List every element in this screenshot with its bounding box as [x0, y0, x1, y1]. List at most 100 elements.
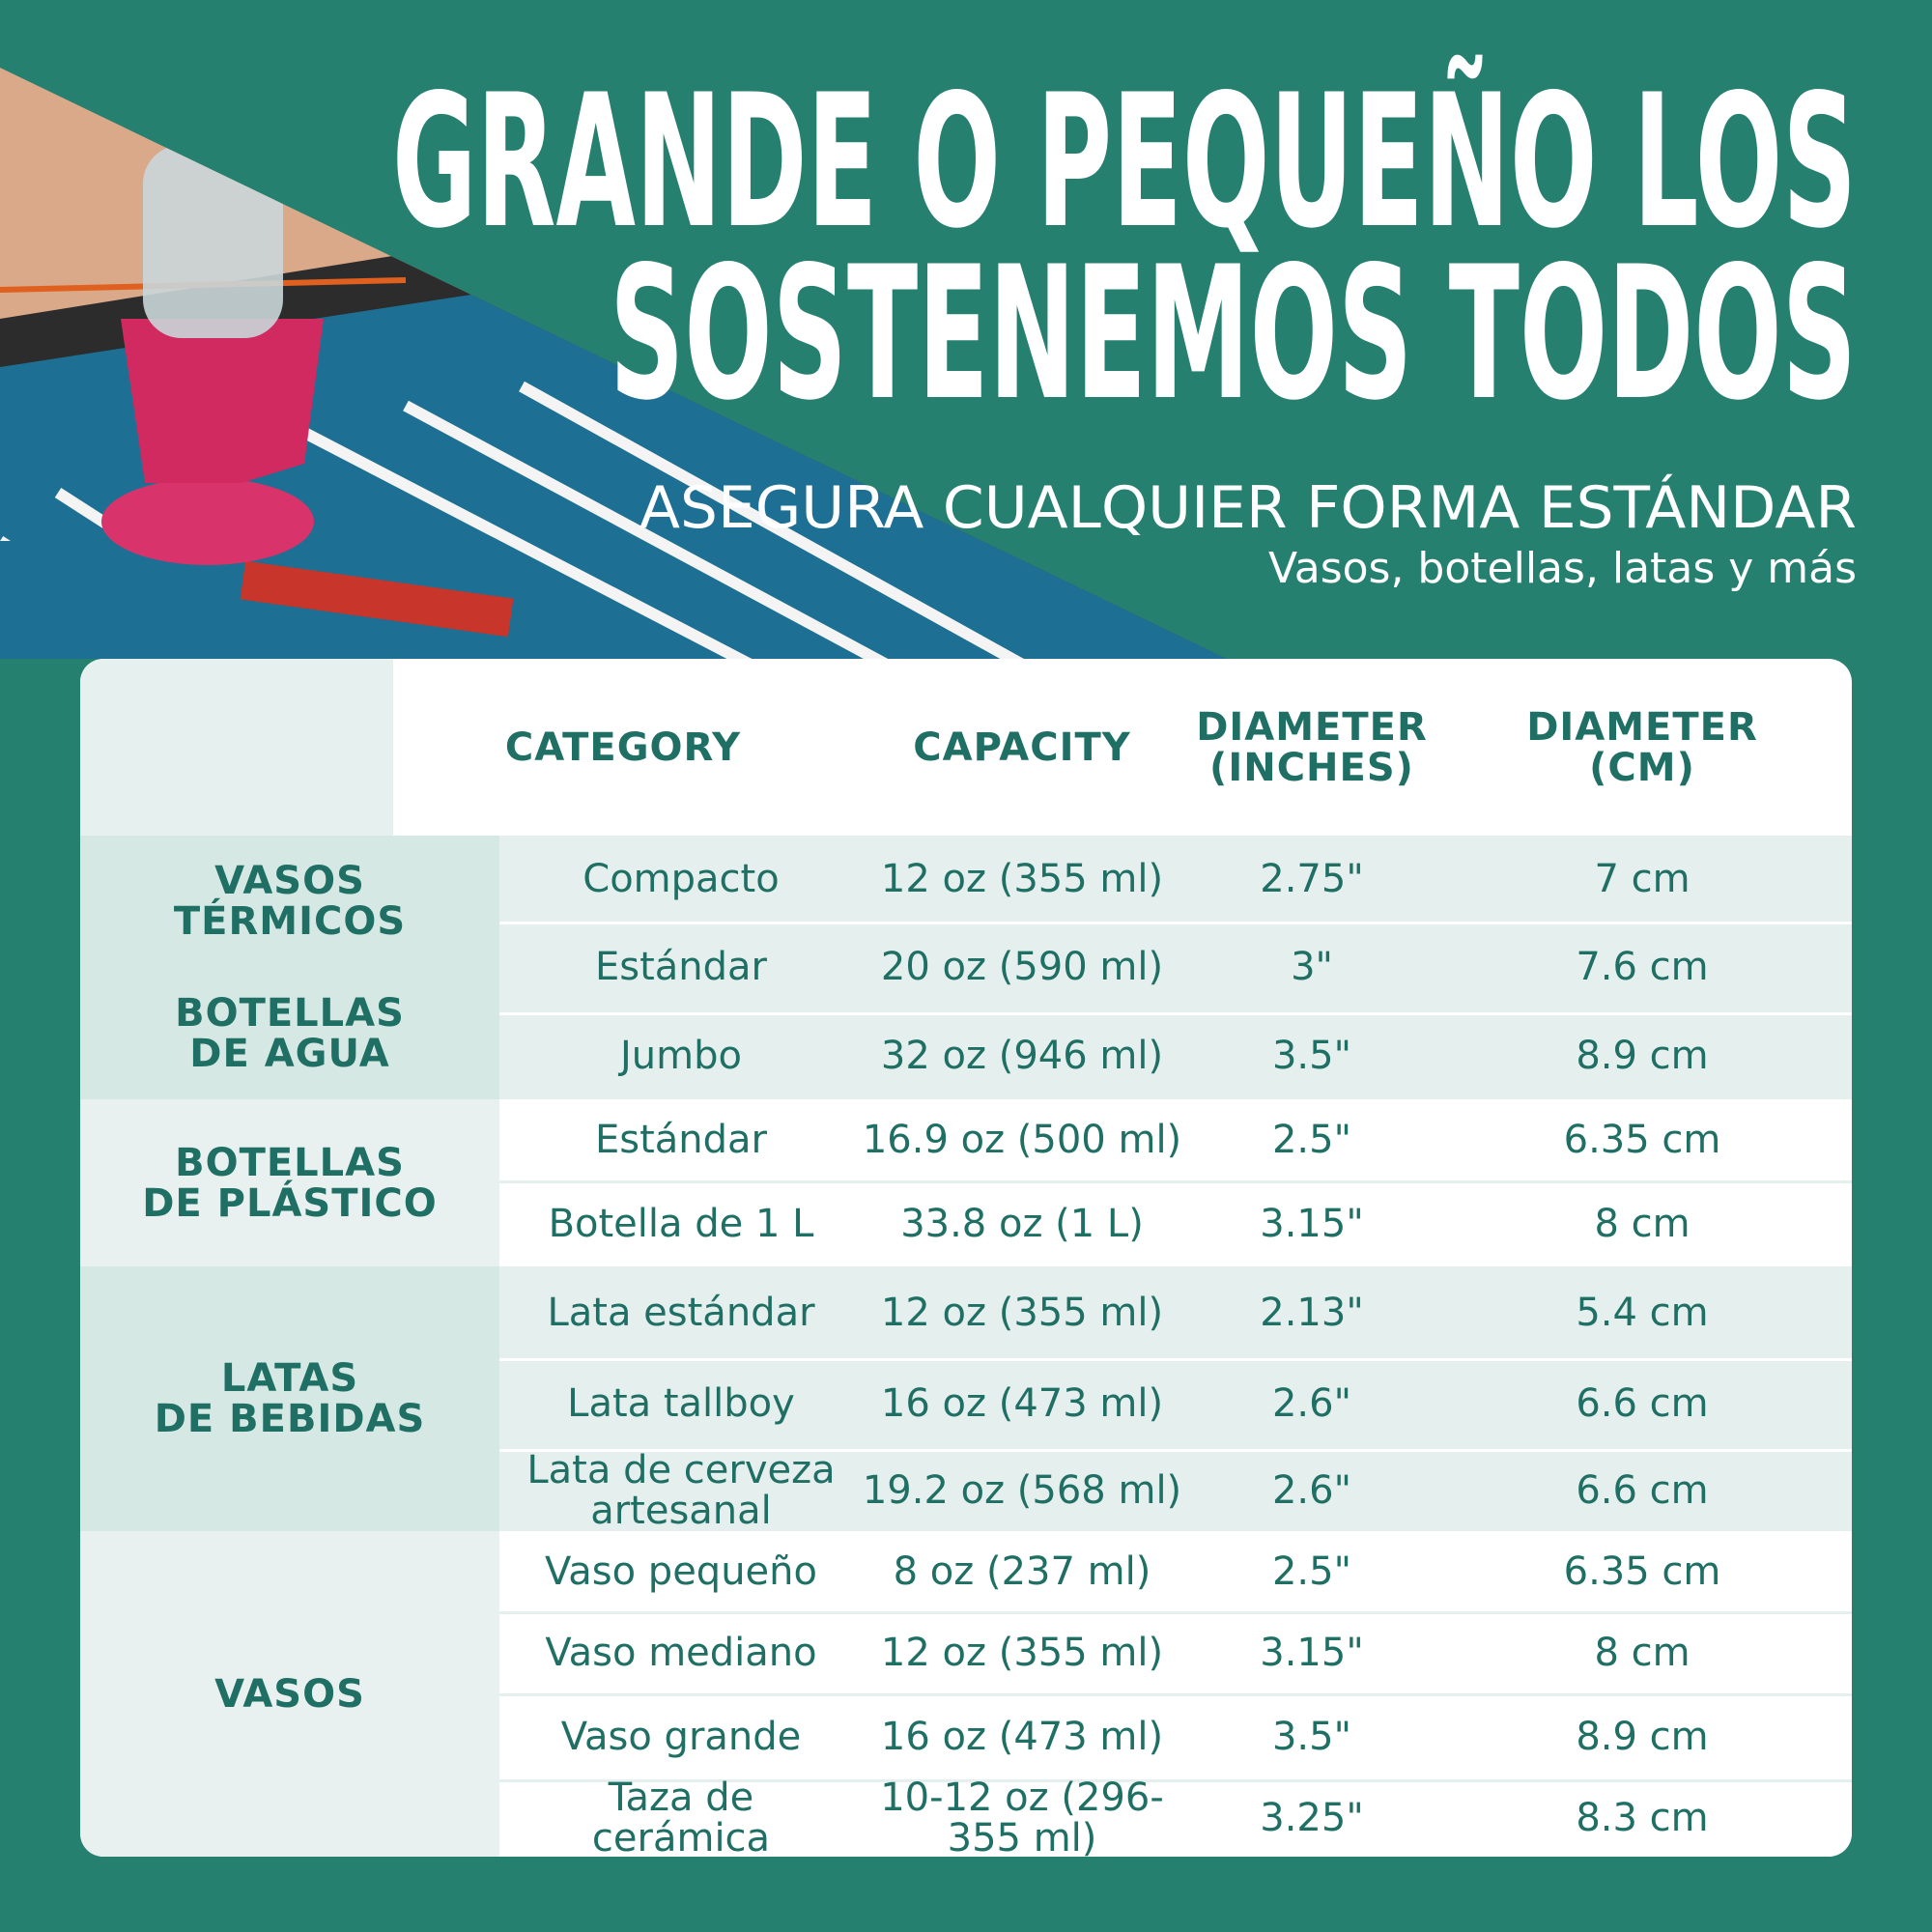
- table: CATEGORY CAPACITY DIAMETER (INCHES) DIAMETER…: [80, 659, 1852, 1857]
- text: 8.9 cm: [1576, 1714, 1709, 1759]
- text: BOTELLAS: [175, 1140, 405, 1185]
- table-cell: Vaso grande: [499, 1693, 863, 1779]
- text: Botella de 1 L: [548, 1201, 814, 1246]
- table-cell: 33.8 oz (1 L): [853, 1180, 1191, 1266]
- row-bg: [499, 1266, 1852, 1358]
- column-header: DIAMETER (INCHES): [1191, 659, 1433, 836]
- table-cell: 7.6 cm: [1433, 922, 1852, 1012]
- table-cell: 12 oz (355 ml): [853, 1266, 1191, 1358]
- text: Jumbo: [620, 1034, 742, 1078]
- text: Lata estándar: [547, 1290, 815, 1335]
- table-cell: 20 oz (590 ml): [853, 922, 1191, 1012]
- table-cell: 3.15": [1191, 1611, 1433, 1693]
- table-cell: Lata tallboy: [499, 1358, 863, 1449]
- group-label: BOTELLAS DE AGUA: [80, 968, 499, 1100]
- group-label: BOTELLAS DE PLÁSTICO: [80, 1099, 499, 1266]
- table-cell: 3": [1191, 922, 1433, 1012]
- table-cell: 3.5": [1191, 1012, 1433, 1099]
- text: 3.5": [1271, 1714, 1351, 1759]
- table-cell: 16 oz (473 ml): [853, 1358, 1191, 1449]
- table-cell: Jumbo: [499, 1012, 863, 1099]
- text: 20 oz (590 ml): [880, 945, 1164, 989]
- text: 5.4 cm: [1576, 1290, 1709, 1335]
- column-header: DIAMETER (CM): [1433, 659, 1852, 836]
- table-cell: 8.3 cm: [1433, 1779, 1852, 1857]
- text: DE PLÁSTICO: [142, 1180, 438, 1226]
- text: 6.35 cm: [1563, 1118, 1721, 1162]
- text: 3": [1291, 945, 1333, 989]
- text: DIAMETER: [1526, 704, 1758, 750]
- table-cell: Botella de 1 L: [499, 1180, 863, 1266]
- text: 2.13": [1260, 1290, 1364, 1335]
- table-cell: 6.6 cm: [1433, 1449, 1852, 1531]
- table-cell: 12 oz (355 ml): [853, 836, 1191, 922]
- text: 3.15": [1260, 1630, 1364, 1675]
- column-header: CAPACITY: [853, 659, 1191, 836]
- table-cell: Estándar: [499, 922, 863, 1012]
- text: DIAMETER: [1196, 704, 1428, 750]
- text: Lata tallboy: [567, 1381, 795, 1426]
- table-cell: 16.9 oz (500 ml): [853, 1099, 1191, 1180]
- text: 33.8 oz (1 L): [900, 1201, 1144, 1246]
- text: 12 oz (355 ml): [880, 1630, 1164, 1675]
- title-line: GRANDE O PEQUEÑO LOS: [392, 54, 1857, 269]
- text: 6.6 cm: [1576, 1467, 1709, 1513]
- table-cell: Estándar: [499, 1099, 863, 1180]
- table-cell: Lata estándar: [499, 1266, 863, 1358]
- group-label-bg: [80, 1266, 499, 1531]
- text: 8.9 cm: [1576, 1034, 1709, 1078]
- table-cell: Taza de cerámica: [499, 1776, 863, 1857]
- tagline: Vasos, botellas, latas y más: [1268, 544, 1857, 593]
- row-bg: [499, 1099, 1852, 1180]
- text: 10-12 oz (296-355 ml): [880, 1776, 1164, 1857]
- text: 19.2 oz (568 ml): [862, 1467, 1182, 1513]
- table-cell: 8 oz (237 ml): [853, 1531, 1191, 1611]
- text: 8 oz (237 ml): [893, 1548, 1151, 1594]
- text: Vaso pequeño: [545, 1548, 817, 1594]
- text: (CM): [1589, 745, 1695, 790]
- table-cell: 2.6": [1191, 1449, 1433, 1531]
- text: 6.6 cm: [1576, 1381, 1709, 1426]
- text: 32 oz (946 ml): [880, 1034, 1164, 1078]
- table-cell: 5.4 cm: [1433, 1266, 1852, 1358]
- table-cell: 8.9 cm: [1433, 1693, 1852, 1779]
- table-cell: 3.5": [1191, 1693, 1433, 1779]
- row-bg: [499, 1611, 1852, 1693]
- text: 2.6": [1271, 1467, 1351, 1513]
- table-cell: 2.75": [1191, 836, 1433, 922]
- group-label-bg: [80, 1531, 499, 1857]
- text: DE BEBIDAS: [154, 1397, 426, 1441]
- table-cell: 32 oz (946 ml): [853, 1012, 1191, 1099]
- text: Vaso mediano: [545, 1630, 817, 1675]
- group-label: VASOS: [80, 1531, 499, 1857]
- table-cell: Vaso pequeño: [499, 1531, 863, 1611]
- header-left: [80, 659, 393, 836]
- text: LATAS: [220, 1356, 359, 1401]
- text: (INCHES): [1209, 745, 1414, 790]
- text: CAPACITY: [913, 724, 1131, 770]
- text: 2.75": [1260, 856, 1364, 901]
- table-cell: 19.2 oz (568 ml): [853, 1449, 1191, 1531]
- table-cell: 2.13": [1191, 1266, 1433, 1358]
- text: 3.15": [1260, 1201, 1364, 1246]
- text: artesanal: [590, 1488, 772, 1533]
- table-cell: 8.9 cm: [1433, 1012, 1852, 1099]
- row-bg: [499, 1180, 1852, 1266]
- group-label: VASOS TÉRMICOS: [80, 836, 499, 968]
- table-cell: Lata de cerveza artesanal: [499, 1449, 863, 1531]
- row-bg: [499, 1693, 1852, 1779]
- row-bg: [499, 1779, 1852, 1857]
- column-header: CATEGORY: [393, 659, 853, 836]
- group-label-bg: [80, 836, 499, 1099]
- text: 16.9 oz (500 ml): [862, 1118, 1182, 1162]
- table-cell: 16 oz (473 ml): [853, 1693, 1191, 1779]
- group-label-bg: [80, 1099, 499, 1266]
- text: Taza de: [608, 1776, 754, 1820]
- text: 8 cm: [1594, 1630, 1690, 1675]
- row-bg: [499, 1531, 1852, 1611]
- hero: GRANDE O PEQUEÑO LOS SOSTENEMOS TODOS AS…: [0, 54, 1857, 659]
- table-cell: Compacto: [499, 836, 863, 922]
- text: 8.3 cm: [1576, 1796, 1709, 1840]
- table-cell: 6.35 cm: [1433, 1099, 1852, 1180]
